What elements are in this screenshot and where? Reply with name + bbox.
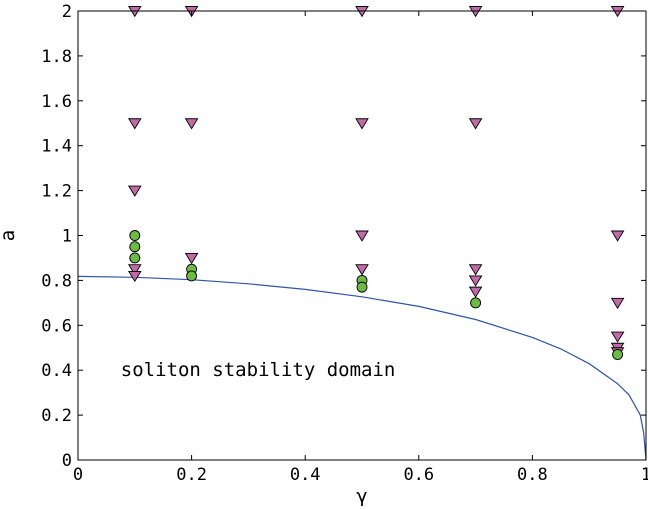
unstable-point [468, 286, 483, 298]
unstable-point [128, 264, 142, 276]
y-tick-label: 0.2 [41, 406, 72, 426]
unstable-point [355, 264, 369, 276]
y-tick-label: 1.4 [41, 137, 72, 157]
x-tick-label: 0 [73, 465, 83, 485]
stable-point [470, 297, 482, 309]
y-axis-label: a [0, 230, 19, 241]
y-tick-label: 1 [62, 227, 72, 247]
y-tick-label: 0.8 [41, 271, 72, 291]
y-tick-label: 1.8 [41, 47, 72, 67]
unstable-point [468, 264, 483, 276]
unstable-point [184, 118, 199, 130]
unstable-point [128, 118, 142, 130]
y-tick-label: 1.6 [41, 92, 72, 112]
data-marks [77, 6, 647, 461]
stable-point [129, 252, 141, 264]
x-tick-label: 0.2 [176, 465, 207, 485]
stability-domain-annotation: soliton stability domain [121, 359, 396, 381]
unstable-point [128, 185, 142, 197]
stable-point [129, 230, 141, 241]
unstable-point [355, 230, 369, 242]
x-axis-label: γ [356, 485, 367, 507]
unstable-point [610, 297, 625, 310]
stable-point [612, 349, 624, 360]
x-tick-label: 0.4 [290, 465, 321, 485]
unstable-point [468, 118, 483, 130]
y-tick-label: 2 [62, 2, 72, 22]
x-tick-label: 1 [641, 465, 648, 485]
stable-point [356, 281, 368, 293]
y-tick-label: 0.6 [41, 316, 72, 336]
unstable-point [610, 331, 625, 343]
y-tick-label: 0.4 [41, 361, 72, 381]
y-tick-label: 1.2 [41, 182, 72, 202]
x-tick-label: 0.8 [517, 465, 548, 485]
unstable-point [468, 275, 483, 287]
y-tick-label: 0 [62, 451, 72, 471]
unstable-point [128, 270, 142, 283]
unstable-point [610, 230, 625, 242]
unstable-point [355, 118, 369, 130]
x-tick-label: 0.6 [403, 465, 434, 485]
unstable-point [184, 252, 199, 265]
stable-point [186, 270, 198, 282]
axis-ticks: 0 0.2 0.4 0.6 0.8 1 0 0.2 0.4 0.6 0.8 1 1.2 1.4 1.6 1.8… [41, 2, 648, 485]
stability-boundary-curve [77, 275, 647, 461]
stable-point [129, 241, 141, 253]
